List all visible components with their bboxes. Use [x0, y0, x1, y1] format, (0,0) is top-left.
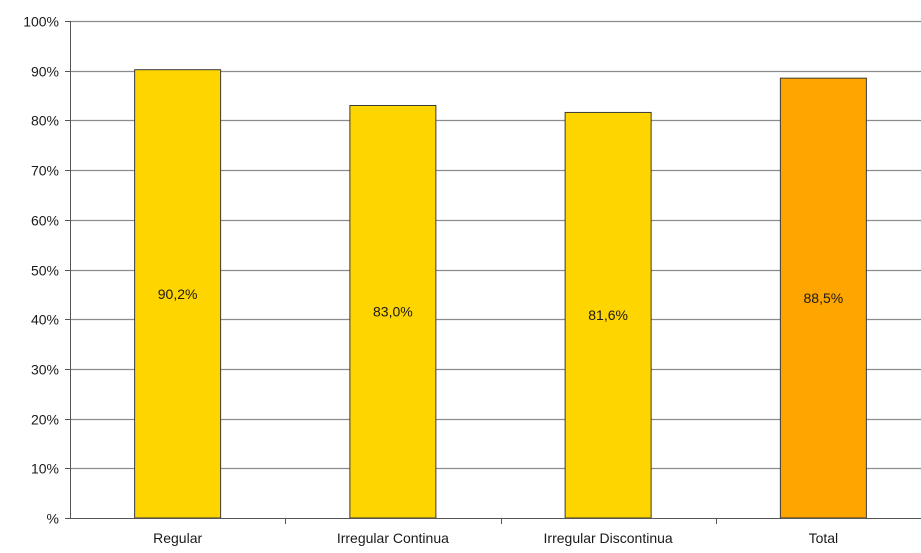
y-tick-label: 70%: [31, 163, 59, 179]
y-tick-label: 10%: [31, 461, 59, 477]
data-label: 81,6%: [588, 307, 628, 323]
y-tick-label: 40%: [31, 312, 59, 328]
y-tick-label: 90%: [31, 64, 59, 80]
y-tick-label: 80%: [31, 113, 59, 129]
y-tick-label: 30%: [31, 362, 59, 378]
y-tick-label: 20%: [31, 412, 59, 428]
y-tick-label: %: [47, 511, 59, 527]
category-labels: Regular Irregular Continua Irregular Disco…: [153, 530, 838, 546]
category-label: Total: [809, 530, 839, 546]
data-label: 83,0%: [373, 304, 413, 320]
axes: [65, 21, 921, 524]
bar-total: [779, 77, 867, 519]
y-tick-label: 50%: [31, 263, 59, 279]
y-tick-label: 100%: [23, 14, 59, 30]
category-label: Irregular Discontinua: [544, 530, 673, 546]
category-label: Regular: [153, 530, 202, 546]
y-tick-label: 60%: [31, 213, 59, 229]
bar-regular: [134, 69, 222, 519]
category-label: Irregular Continua: [337, 530, 449, 546]
data-label: 88,5%: [804, 290, 844, 306]
bar-irregular-continua: [349, 104, 437, 519]
y-tick-labels: % 10% 20% 30% 40% 50% 60% 70% 80% 90% 100%: [23, 14, 59, 527]
data-labels: 90,2% 83,0% 81,6% 88,5%: [158, 286, 843, 323]
bars: [134, 69, 867, 519]
data-label: 90,2%: [158, 286, 198, 302]
